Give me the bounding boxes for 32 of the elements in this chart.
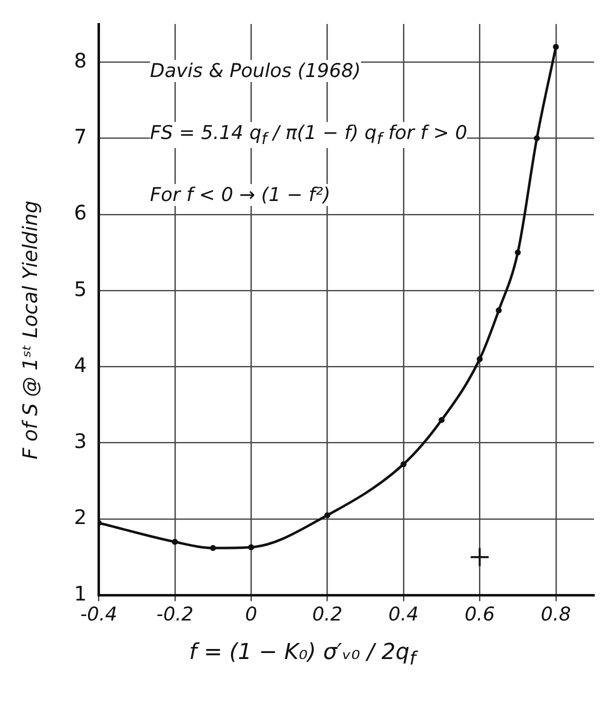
point	[470, 547, 490, 568]
x-tick-label: -0.4	[80, 604, 118, 626]
y-tick-label: 5	[74, 276, 87, 301]
x-tick-label: 0.6	[464, 604, 495, 626]
point	[496, 307, 502, 314]
point	[248, 544, 254, 550]
point	[476, 356, 483, 362]
point	[324, 512, 330, 518]
y-tick-label: 6	[74, 200, 87, 225]
annotation: FS = 5.14 q$_{f}$ / π(1 − f) q$_{f}$ for f > 0	[150, 122, 468, 148]
annotation: Davis & Poulos (1968)	[150, 60, 361, 82]
point	[438, 417, 445, 424]
y-axis-title: F of S @ 1ˢᵗ Local Yielding	[18, 200, 42, 460]
y-tick-label: 3	[74, 429, 87, 454]
point	[210, 544, 216, 551]
y-tick-label: 7	[74, 124, 87, 148]
x-tick-label: 0.8	[540, 604, 572, 626]
x-tick-label: 0.2	[312, 604, 342, 626]
x-tick-label: 0.4	[388, 604, 419, 626]
y-tick-label: 4	[74, 352, 87, 377]
point	[400, 461, 407, 468]
y-tick-label: 2	[74, 505, 87, 530]
y-tick-label: 1	[74, 581, 87, 606]
point	[534, 135, 540, 142]
x-tick-label: 0	[245, 604, 258, 626]
x-tick-label: -0.2	[156, 604, 194, 626]
point	[172, 538, 178, 545]
point	[552, 44, 559, 50]
point	[514, 249, 521, 256]
x-axis-title: f = (1 − K₀) σ′ᵥ₀ / 2q$_{f}$	[188, 640, 419, 670]
y-tick-label: 8	[74, 48, 87, 72]
annotation: For f < 0 → (1 − f²)	[150, 184, 330, 206]
